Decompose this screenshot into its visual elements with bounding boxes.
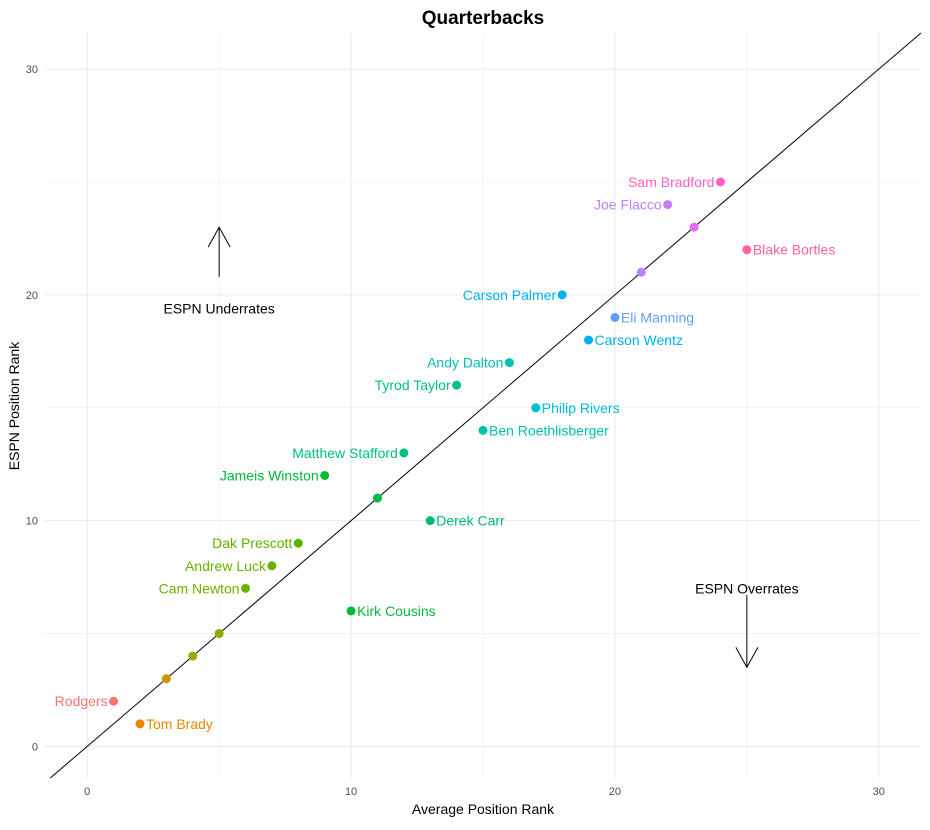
x-axis-title: Average Position Rank — [412, 801, 555, 817]
point-label: Kirk Cousins — [357, 603, 436, 619]
identity-line — [49, 32, 922, 779]
data-point — [742, 245, 752, 255]
chart-title: Quarterbacks — [422, 8, 545, 29]
point-label: Sam Bradford — [628, 174, 714, 190]
data-point — [636, 267, 646, 277]
y-tick-label: 0 — [32, 741, 38, 753]
annotation-arrow-head — [735, 647, 759, 669]
data-point — [372, 493, 382, 503]
data-point — [663, 200, 673, 210]
point-label: Carson Palmer — [463, 287, 557, 303]
grid — [45, 33, 921, 778]
annotation-text: ESPN Overrates — [695, 580, 798, 596]
point-label: Tyrod Taylor — [375, 377, 451, 393]
data-point — [188, 651, 198, 661]
point-labels: Rodgers Tom Brady Cam Newton Andrew Luck Dak… — [55, 174, 836, 732]
data-point — [346, 606, 356, 616]
data-point — [161, 674, 171, 684]
data-point — [399, 448, 409, 458]
data-point — [267, 561, 277, 571]
point-label: Carson Wentz — [595, 332, 683, 348]
data-point — [214, 629, 224, 639]
point-label: Matthew Stafford — [292, 445, 398, 461]
annotations: ESPN Underrates ESPN Overrates — [164, 226, 799, 669]
x-tick-label: 0 — [84, 786, 90, 798]
data-point — [452, 380, 462, 390]
point-label: Andy Dalton — [427, 355, 503, 371]
point-label: Philip Rivers — [542, 400, 620, 416]
data-point — [293, 538, 303, 548]
points — [109, 177, 752, 729]
y-tick-label: 10 — [26, 516, 38, 528]
y-axis-title: ESPN Position Rank — [6, 341, 22, 470]
data-point — [135, 719, 145, 729]
point-label: Ben Roethlisberger — [489, 422, 609, 438]
point-label: Tom Brady — [146, 716, 213, 732]
point-label: Jameis Winston — [220, 467, 319, 483]
x-tick-label: 10 — [345, 786, 357, 798]
data-point — [584, 335, 594, 345]
data-point — [689, 222, 699, 232]
point-label: Cam Newton — [159, 580, 240, 596]
point-label: Eli Manning — [621, 309, 694, 325]
point-label: Derek Carr — [436, 513, 505, 529]
data-point — [109, 696, 119, 706]
data-point — [241, 583, 251, 593]
point-label: Joe Flacco — [594, 197, 662, 213]
data-point — [504, 358, 514, 368]
annotation-text: ESPN Underrates — [164, 300, 275, 316]
data-point — [531, 403, 541, 413]
point-label: Dak Prescott — [212, 535, 292, 551]
annotation-arrow-head — [207, 226, 231, 248]
data-point — [320, 470, 330, 480]
point-label: Blake Bortles — [753, 242, 835, 258]
data-point — [425, 516, 435, 526]
x-tick-label: 20 — [609, 786, 621, 798]
y-tick-label: 20 — [26, 290, 38, 302]
x-tick-label: 30 — [873, 786, 885, 798]
y-tick-label: 30 — [26, 64, 38, 76]
point-label: Rodgers — [55, 693, 108, 709]
point-label: Andrew Luck — [185, 558, 267, 574]
reference-line — [49, 32, 922, 779]
tick-labels: 0 10 20 30 0 10 20 30 — [26, 64, 885, 798]
data-point — [610, 312, 620, 322]
data-point — [478, 425, 488, 435]
data-point — [715, 177, 725, 187]
data-point — [557, 290, 567, 300]
